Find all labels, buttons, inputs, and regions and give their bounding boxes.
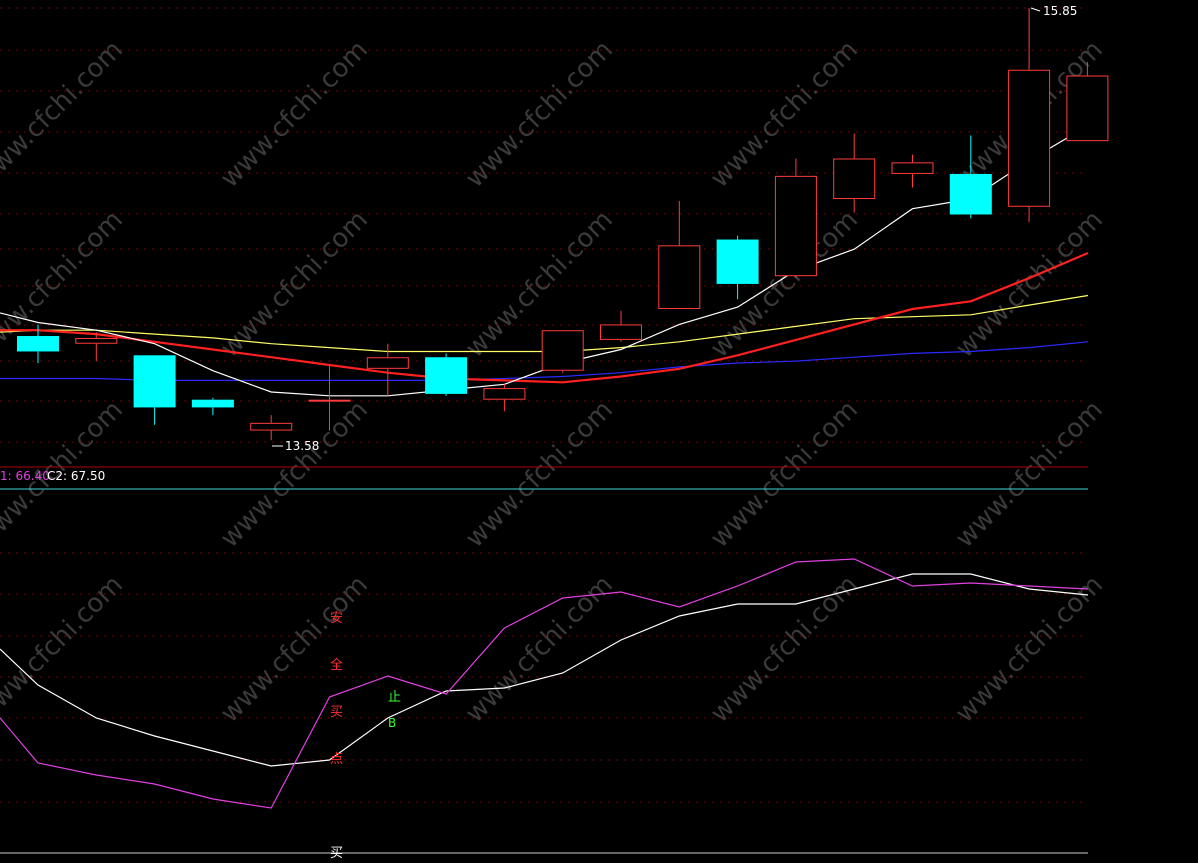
candle (600, 310, 642, 342)
c1-value-label: 1: 66.40 (0, 469, 50, 483)
candle-body-down (716, 239, 759, 284)
annotation-stop: 止 (388, 690, 401, 705)
low-price-marker: 13.58 (272, 439, 319, 453)
candle (541, 330, 584, 373)
candle (949, 135, 992, 219)
annotation-safe-1: 安 (330, 611, 343, 626)
annotation-safe-2: 全 (330, 657, 343, 673)
candle (366, 343, 409, 396)
candle (1066, 62, 1109, 142)
candle-body-down (425, 357, 468, 394)
candle (891, 154, 934, 188)
c2-value-label: C2: 67.50 (47, 469, 105, 483)
candle (133, 355, 176, 425)
annotation-safe-3: 买 (330, 705, 343, 720)
candle-body-down (191, 399, 234, 408)
ma20-line (0, 294, 1089, 353)
candle-body-up (600, 324, 642, 340)
ma5-line (0, 125, 1089, 397)
annotation-buy: 买 (330, 846, 343, 861)
oscillator-lines (0, 558, 1089, 809)
candle-body-up (774, 175, 817, 277)
candle (250, 415, 293, 441)
candle (17, 324, 59, 364)
candlestick-series (17, 8, 1109, 441)
candle-body-up (308, 399, 351, 402)
candle-body-up (250, 422, 293, 431)
annotation-safe-4: 点 (330, 752, 343, 767)
candle (483, 384, 526, 412)
high-price-marker: 15.85 (1030, 4, 1077, 18)
candle (75, 332, 118, 362)
annotation-b: B (388, 716, 396, 730)
candle-body-up (1066, 75, 1109, 142)
candle-body-up (75, 337, 118, 344)
candle-body-down (133, 355, 176, 408)
candle-body-up (833, 158, 876, 200)
candle-body-up (658, 245, 701, 310)
oscillator-white-line (0, 573, 1089, 767)
oscillator-magenta-line (0, 558, 1089, 809)
candle-body-up (483, 388, 526, 400)
low-price-label: 13.58 (285, 439, 319, 453)
candle (191, 397, 234, 416)
candle (425, 353, 468, 396)
candle (308, 364, 351, 431)
high-price-label: 15.85 (1043, 4, 1077, 18)
candle-body-up (1008, 69, 1051, 207)
candle-body-up (891, 162, 934, 174)
candle (833, 133, 876, 213)
candle-body-down (17, 336, 59, 352)
candle-body-up (541, 330, 584, 371)
candle-body-down (949, 173, 992, 215)
candle (658, 200, 701, 310)
candle (774, 158, 817, 279)
moving-average-lines (0, 125, 1089, 397)
candle (716, 235, 759, 300)
candle-body-up (366, 357, 409, 369)
candle (1008, 8, 1051, 223)
ma10-line (0, 251, 1089, 384)
